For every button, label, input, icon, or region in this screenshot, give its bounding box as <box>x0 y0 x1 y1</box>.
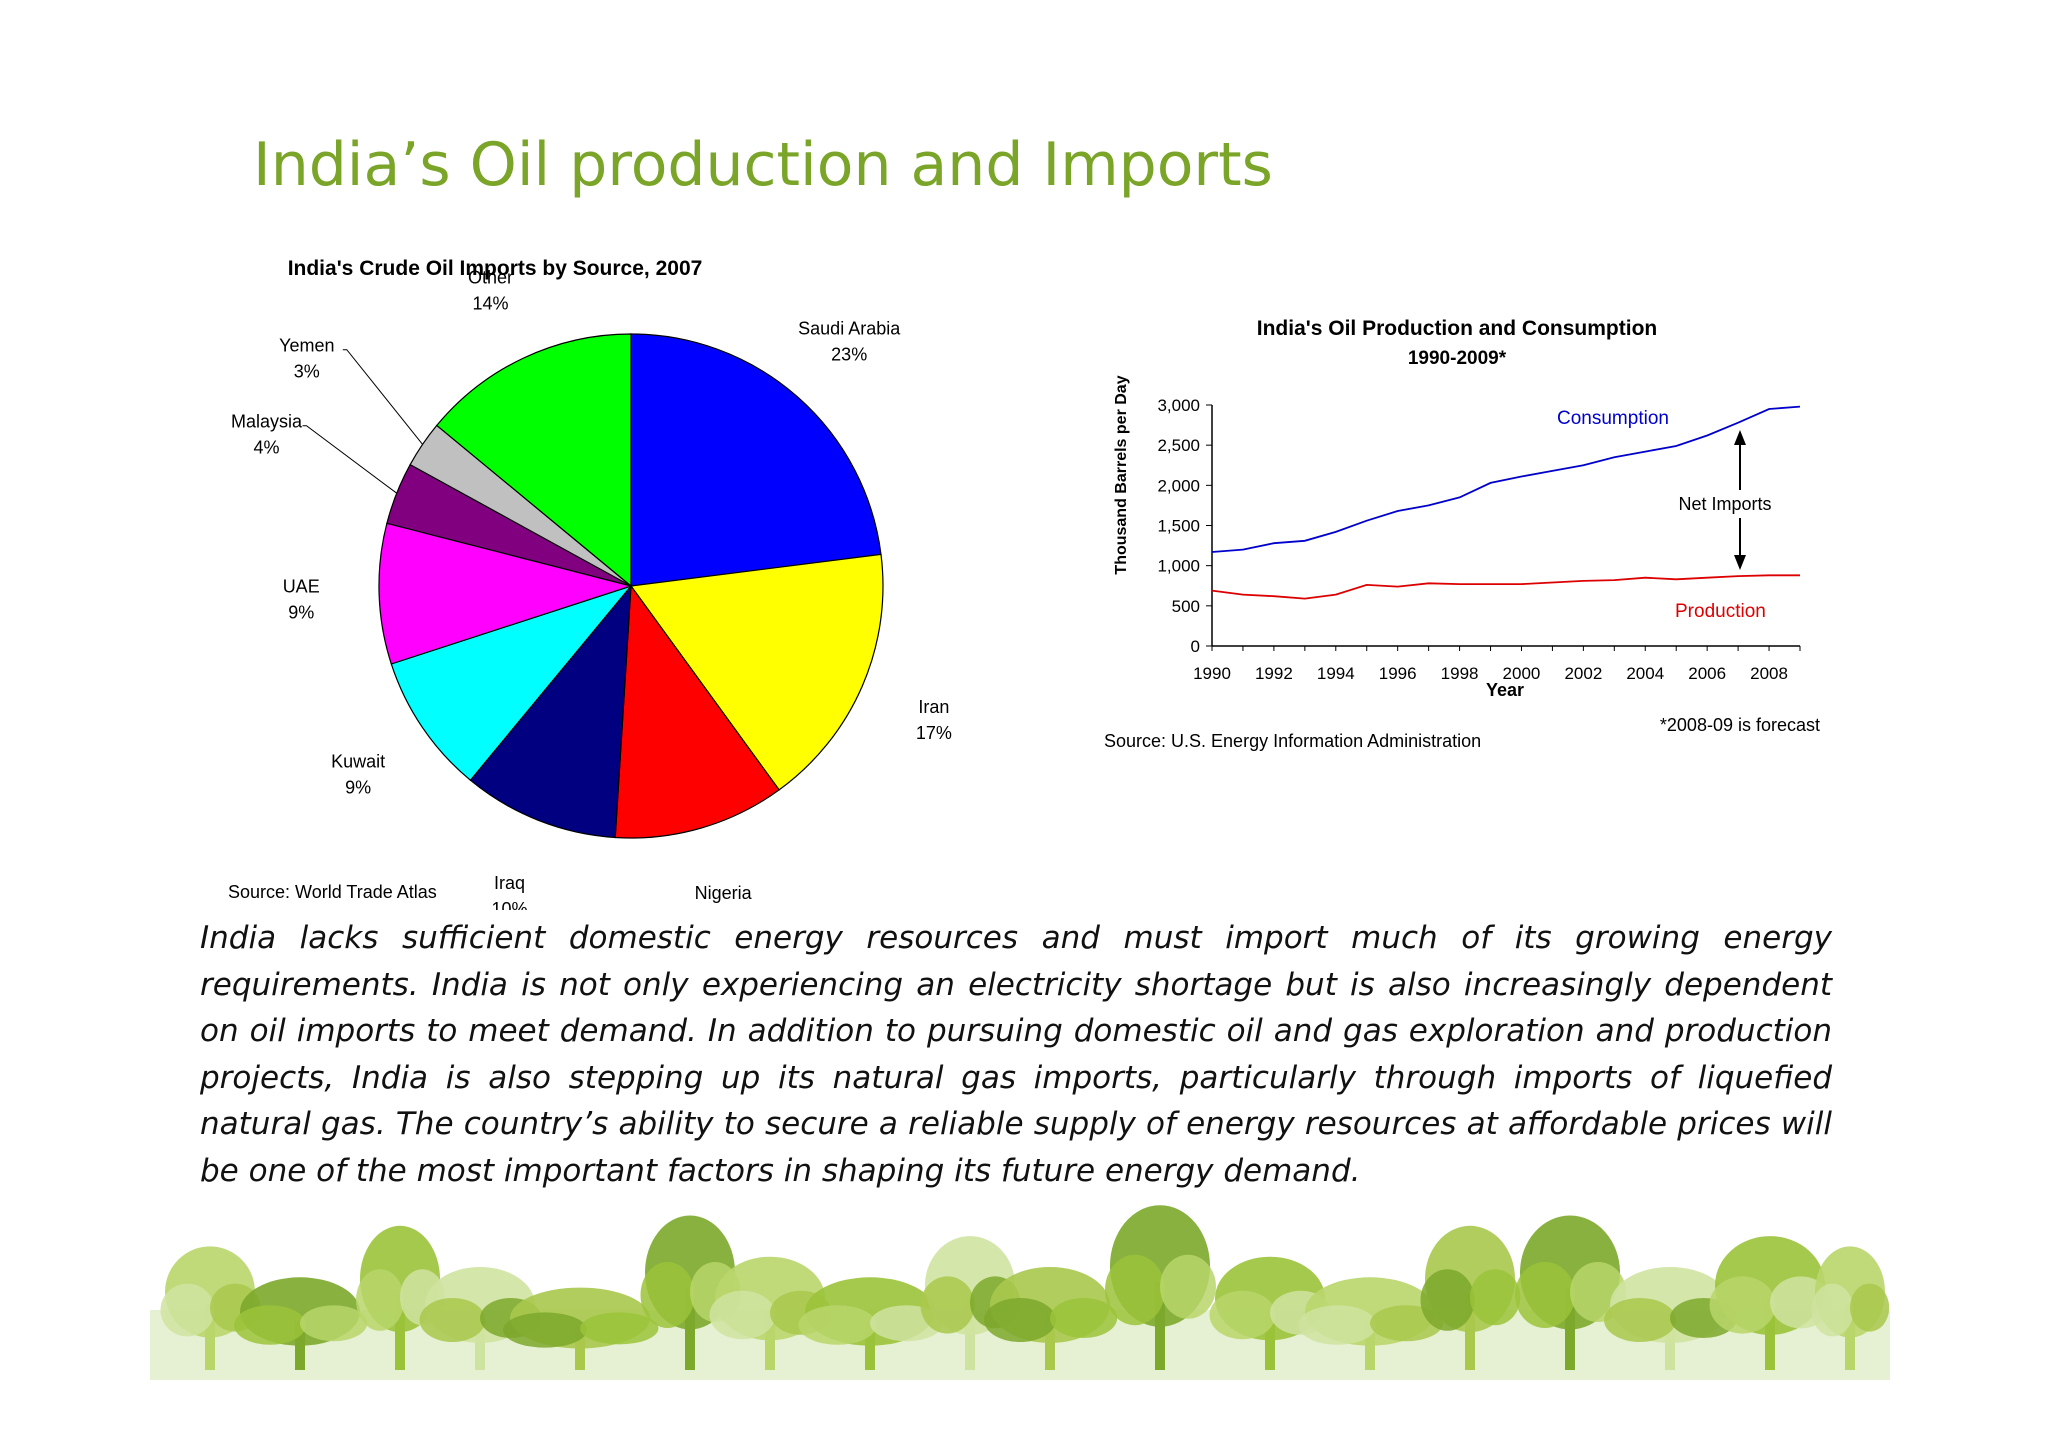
y-tick-label: 1,500 <box>1157 517 1200 536</box>
y-tick-label: 0 <box>1191 637 1200 656</box>
pie-label-nigeria: Nigeria <box>695 883 753 903</box>
x-tick-label: 2002 <box>1564 664 1602 683</box>
pie-label-kuwait: Kuwait <box>331 752 385 772</box>
line-chart-subtitle: 1990-2009* <box>1408 348 1507 369</box>
tree-canopy <box>1420 1269 1475 1331</box>
pie-slice-nigeria <box>614 584 780 839</box>
consumption-label: Consumption <box>1557 408 1669 429</box>
pie-pct-uae: 9% <box>288 602 314 622</box>
pie-label-malaysia: Malaysia <box>231 412 303 432</box>
tree-illustrations <box>150 1205 1890 1380</box>
line-source: Source: U.S. Energy Information Administ… <box>1104 731 1481 751</box>
x-tick-label: 1994 <box>1317 664 1355 683</box>
pie-pct-yemen: 3% <box>294 362 320 382</box>
tree-canopy <box>1709 1276 1776 1334</box>
pie-pct-kuwait: 9% <box>345 778 371 798</box>
tree-canopy <box>1160 1254 1216 1319</box>
tree-canopy <box>160 1283 215 1337</box>
y-tick-label: 2,000 <box>1157 476 1200 495</box>
y-tick-label: 1,000 <box>1157 557 1200 576</box>
tree-canopy <box>1105 1254 1165 1326</box>
y-tick-label: 2,500 <box>1157 436 1200 455</box>
pie-slice-iran <box>629 553 884 791</box>
forest-banner <box>150 1205 1890 1380</box>
body-paragraph: India lacks sufficient domestic energy r… <box>200 920 1832 1189</box>
line-chart: India's Oil Production and Consumption 1… <box>1104 317 1820 751</box>
pie-label-uae: UAE <box>283 576 320 596</box>
tree-canopy <box>798 1305 877 1345</box>
pie-pct-malaysia: 4% <box>253 438 279 458</box>
tree-canopy <box>300 1305 368 1342</box>
tree-canopy <box>984 1298 1056 1342</box>
line-series <box>1211 405 1801 600</box>
tree-canopy <box>503 1312 587 1348</box>
pie-chart: India's Crude Oil Imports by Source, 200… <box>228 257 952 910</box>
pie-pct-nigeria: 11% <box>706 909 741 910</box>
pie-slice-uae <box>378 522 634 665</box>
pie-slice-kuwait <box>390 584 633 782</box>
pie-source: Source: World Trade Atlas <box>228 882 437 902</box>
series-line-consumption <box>1211 405 1801 553</box>
tree-canopy <box>580 1312 659 1345</box>
tree-canopy <box>1811 1283 1854 1337</box>
tree-canopy <box>419 1298 486 1342</box>
net-imports-label: Net Imports <box>1678 494 1771 514</box>
pie-slices <box>378 333 884 839</box>
pie-label-other: Other <box>468 267 513 287</box>
pie-labels: Saudi Arabia 23% Iran 17% Nigeria 11% Iraq 10% K… <box>231 267 952 910</box>
tree-canopy <box>1515 1262 1575 1328</box>
pie-leader-yemen <box>342 349 423 445</box>
slide-title: India’s Oil production and Imports <box>253 130 1273 200</box>
line-axes: 0 500 1,000 1,500 2,000 2,500 3,000 1990 1992 199… <box>1157 396 1801 683</box>
x-tick-label: 2000 <box>1503 664 1541 683</box>
tree-canopy <box>1850 1283 1890 1332</box>
pie-leader-lines <box>302 349 423 494</box>
production-label: Production <box>1675 601 1766 622</box>
x-tick-label: 2008 <box>1750 664 1788 683</box>
pie-slice-saudi-arabia <box>630 333 882 587</box>
tree-canopy <box>709 1290 776 1340</box>
pie-pct-iran: 17% <box>916 723 952 743</box>
pie-slice-other <box>435 333 632 588</box>
tree-canopy <box>920 1276 975 1334</box>
y-tick-label: 500 <box>1172 597 1200 616</box>
forecast-footnote: *2008-09 is forecast <box>1660 715 1820 735</box>
pie-label-iraq: Iraq <box>494 873 525 893</box>
x-tick-label: 2004 <box>1626 664 1664 683</box>
x-tick-label: 1998 <box>1441 664 1479 683</box>
pie-label-yemen: Yemen <box>279 336 334 356</box>
pie-pct-iraq: 10% <box>491 899 527 910</box>
pie-label-saudi-arabia: Saudi Arabia <box>798 319 901 339</box>
x-tick-label: 1992 <box>1255 664 1293 683</box>
y-tick-label: 3,000 <box>1157 396 1200 415</box>
tree-canopy <box>1209 1290 1276 1340</box>
net-imports-arrows <box>1734 430 1746 570</box>
y-axis-label: Thousand Barrels per Day <box>1113 375 1130 574</box>
tree-canopy <box>1470 1269 1521 1326</box>
tree-canopy <box>356 1269 404 1331</box>
tree-canopy <box>234 1305 306 1345</box>
tree-canopy <box>1050 1298 1118 1338</box>
net-imports-arrowhead-up <box>1734 430 1746 445</box>
net-imports-arrowhead-down <box>1734 555 1746 570</box>
pie-slice-iraq <box>469 584 632 839</box>
x-tick-label: 2006 <box>1688 664 1726 683</box>
line-chart-title: India's Oil Production and Consumption <box>1257 317 1658 340</box>
tree-canopy <box>1298 1305 1377 1345</box>
tree-canopy <box>640 1262 695 1328</box>
x-tick-label: 1990 <box>1193 664 1231 683</box>
tree-canopy <box>1604 1298 1676 1342</box>
series-line-production <box>1211 574 1800 600</box>
pie-pct-other: 14% <box>472 293 508 313</box>
x-axis-label: Year <box>1486 680 1524 700</box>
pie-pct-saudi-arabia: 23% <box>831 345 867 365</box>
pie-chart-title: India's Crude Oil Imports by Source, 200… <box>288 257 703 280</box>
pie-leader-malaysia <box>302 425 397 494</box>
x-tick-label: 1996 <box>1379 664 1417 683</box>
pie-label-iran: Iran <box>918 697 949 717</box>
